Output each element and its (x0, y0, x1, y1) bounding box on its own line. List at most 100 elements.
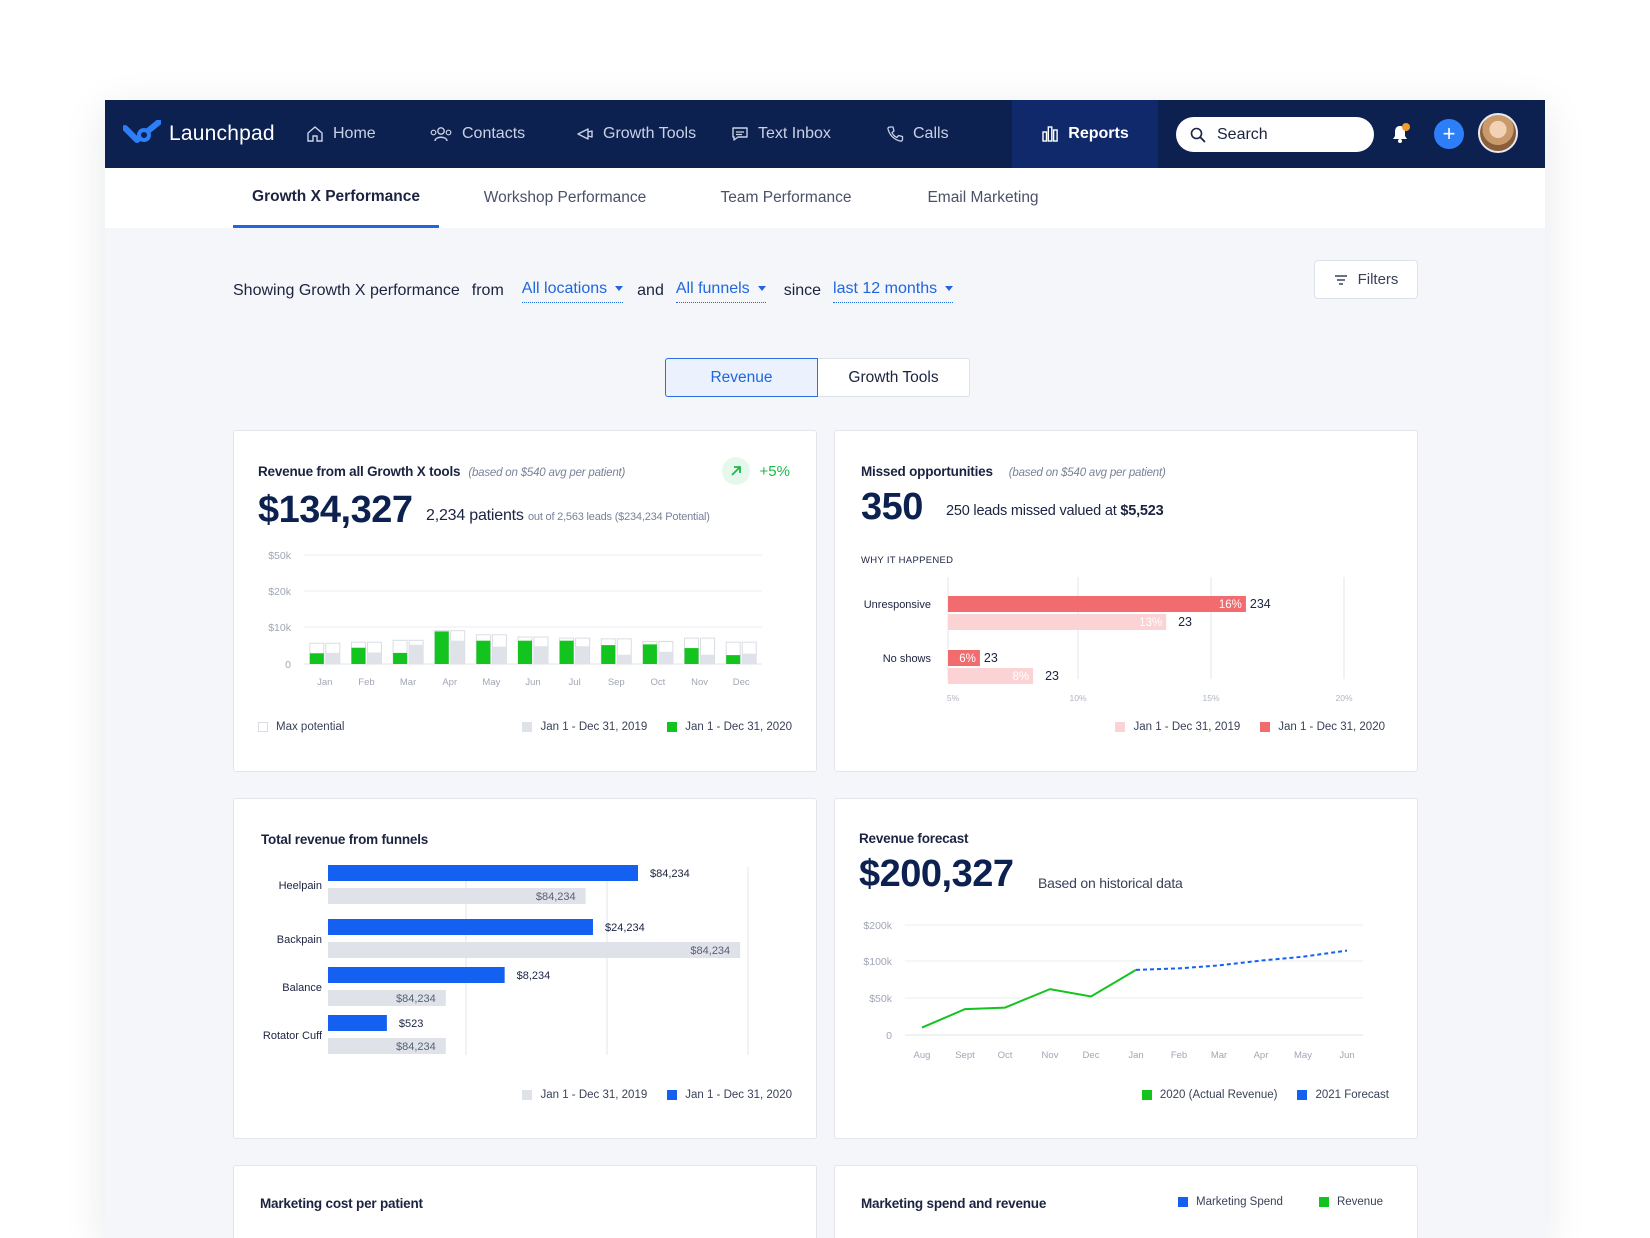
legend-item: 2021 Forecast (1297, 1089, 1389, 1101)
x-tick-label: Oct (651, 677, 666, 688)
x-tick-label: 20% (1335, 693, 1352, 701)
brand-logo[interactable]: Launchpad (123, 118, 275, 150)
legend-swatch (667, 1090, 678, 1100)
missed-legend: Jan 1 - Dec 31, 2019 Jan 1 - Dec 31, 202… (1115, 721, 1385, 733)
bar-2020 (642, 644, 657, 664)
x-tick-label: Dec (733, 677, 750, 688)
bar-2020 (601, 645, 616, 664)
filters-button[interactable]: Filters (1314, 260, 1418, 299)
revenue-amount: $134,327 (258, 489, 413, 531)
bar-2020 (434, 631, 449, 664)
bar-2019 (409, 644, 424, 664)
actual-revenue-line (921, 969, 1137, 1029)
tab-workshop-performance[interactable]: Workshop Performance (483, 189, 647, 206)
x-tick-label: Sept (955, 1050, 975, 1061)
toggle-revenue[interactable]: Revenue (665, 358, 818, 397)
tab-team-performance[interactable]: Team Performance (720, 189, 852, 206)
tab-growth-x-performance[interactable]: Growth X Performance (233, 168, 439, 228)
legend-item: 2020 (Actual Revenue) (1141, 1089, 1277, 1101)
bar-value-label: 23 (1178, 615, 1192, 629)
nav-home[interactable]: Home (306, 100, 376, 168)
spend-legend: Marketing Spend Revenue (1178, 1196, 1383, 1208)
bar-value-label: $523 (399, 1018, 423, 1030)
legend-2020-label: Jan 1 - Dec 31, 2020 (1278, 721, 1385, 733)
bar-2020 (948, 596, 1246, 612)
filter-icon (1334, 274, 1347, 285)
bar-value-label: 23 (1045, 669, 1059, 683)
period-dropdown[interactable]: last 12 months (833, 280, 954, 303)
y-tick-label: $20k (268, 586, 292, 598)
legend-item: Jan 1 - Dec 31, 2020 (667, 1089, 792, 1101)
bar-2020 (328, 865, 638, 881)
locations-dropdown[interactable]: All locations (521, 279, 624, 303)
nav-text-inbox[interactable]: Text Inbox (731, 100, 831, 168)
chevron-down-icon (615, 286, 624, 291)
y-tick-label: $100k (863, 956, 892, 968)
bar-2019 (450, 640, 465, 664)
search-input[interactable]: Search (1176, 117, 1374, 152)
bar-value-label: $84,234 (396, 1041, 436, 1053)
legend-item: Revenue (1318, 1196, 1383, 1208)
bar-value-label: $84,234 (396, 993, 436, 1005)
filter-from: from (471, 282, 504, 299)
launchpad-logo-icon (123, 120, 161, 143)
x-tick-label: May (1294, 1050, 1312, 1061)
add-button[interactable]: + (1434, 119, 1464, 149)
view-toggle: Revenue Growth Tools (665, 358, 970, 397)
bar-2019 (742, 653, 757, 664)
tab-email-marketing[interactable]: Email Marketing (927, 189, 1039, 206)
y-tick-label: $200k (863, 920, 892, 932)
y-tick-label: 0 (886, 1030, 892, 1042)
funnels-dropdown[interactable]: All funnels (675, 280, 766, 303)
bar-2020 (328, 967, 505, 983)
missed-summary-value: $5,523 (1120, 503, 1164, 519)
revenue-title-note: (based on $540 avg per patient) (468, 467, 626, 479)
bar-2019 (534, 646, 548, 664)
toggle-growth-tools[interactable]: Growth Tools (818, 358, 970, 397)
bar-value-label: $24,234 (605, 922, 645, 934)
forecast-card-title: Revenue forecast (859, 831, 969, 846)
bar-2020 (518, 640, 532, 664)
bar-2020 (351, 647, 366, 664)
bar-2020 (393, 652, 408, 664)
nav-calls[interactable]: Calls (886, 100, 949, 168)
avatar[interactable] (1478, 113, 1518, 153)
bar-2019 (328, 1038, 446, 1054)
nav-reports[interactable]: Reports (1012, 100, 1158, 168)
x-tick-label: Jun (1339, 1050, 1354, 1061)
x-tick-label: Jul (569, 677, 581, 688)
filter-sentence: Showing Growth X performance from All lo… (233, 276, 967, 306)
legend-2020-label: Jan 1 - Dec 31, 2020 (685, 721, 792, 733)
cost-card-title: Marketing cost per patient (260, 1196, 423, 1211)
bar-value-label: 23 (984, 651, 998, 665)
x-tick-label: Jan (1128, 1050, 1143, 1061)
arrow-up-right-icon (721, 457, 750, 485)
megaphone-icon (577, 128, 593, 140)
missed-count: 350 (861, 486, 923, 528)
bar-2019 (575, 646, 590, 664)
y-tick-label: $50k (869, 993, 893, 1005)
x-tick-label: May (482, 677, 500, 688)
nav-contacts[interactable]: Contacts (429, 100, 525, 168)
missed-card-title: Missed opportunities (based on $540 avg p… (861, 464, 1166, 479)
bar-2020 (948, 650, 980, 666)
x-tick-label: Apr (442, 677, 457, 688)
x-tick-label: Dec (1083, 1050, 1100, 1061)
nav-growth-tools[interactable]: Growth Tools (576, 100, 696, 168)
nav-home-label: Home (333, 125, 376, 142)
bar-percent-label: 8% (1012, 671, 1029, 683)
x-tick-label: Feb (1171, 1050, 1187, 1061)
phone-icon (887, 126, 904, 142)
x-tick-label: Feb (358, 677, 374, 688)
x-tick-label: 15% (1202, 693, 1219, 701)
legend-item: Jan 1 - Dec 31, 2019 (1115, 721, 1240, 733)
chevron-down-icon (757, 286, 766, 291)
legend-swatch (1318, 1197, 1329, 1207)
forecast-legend: 2020 (Actual Revenue) 2021 Forecast (1141, 1089, 1389, 1101)
x-tick-label: Aug (914, 1050, 931, 1061)
search-icon (1190, 127, 1206, 142)
locations-value: All locations (521, 279, 608, 297)
bar-value-label: $84,234 (650, 868, 690, 880)
funnels-bar-chart: Heelpain $84,234 $84,234 Backpain $24,234 $84… (263, 865, 749, 1055)
why-heading: WHY IT HAPPENED (861, 555, 954, 566)
